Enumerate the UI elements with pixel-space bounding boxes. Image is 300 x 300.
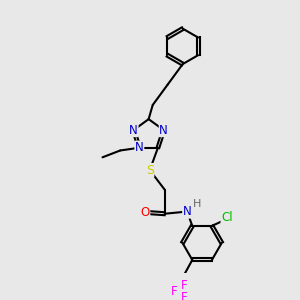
Text: S: S (146, 164, 154, 177)
Text: H: H (193, 199, 202, 209)
Text: N: N (159, 124, 168, 136)
Text: F: F (181, 291, 188, 300)
Text: N: N (183, 205, 191, 218)
Text: N: N (135, 141, 144, 154)
Text: Cl: Cl (221, 211, 233, 224)
Text: N: N (129, 124, 138, 136)
Text: O: O (140, 206, 150, 219)
Text: F: F (181, 279, 188, 292)
Text: F: F (170, 285, 177, 298)
